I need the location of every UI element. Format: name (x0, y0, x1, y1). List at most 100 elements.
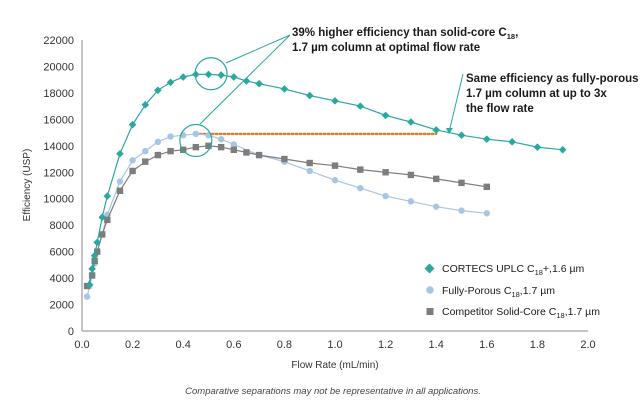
data-point-competitor (142, 158, 149, 165)
data-point-competitor (167, 147, 174, 155)
y-tick-label: 14000 (43, 141, 74, 153)
data-point-competitor (99, 231, 106, 238)
y-tick-label: 4000 (50, 273, 74, 285)
annotation-2-line-2: 1.7 µm column at up to 3x (466, 88, 607, 100)
x-axis-title: Flow Rate (mL/min) (291, 360, 378, 371)
data-point-competitor (91, 257, 98, 265)
y-tick-labels: 0 2000 4000 6000 8000 10000 12000 14000 16000 180… (43, 35, 74, 338)
data-point-fully-porous (192, 130, 200, 138)
y-tick-label: 18000 (43, 88, 74, 100)
series-competitor (83, 142, 490, 290)
data-point-competitor (281, 155, 288, 163)
data-point-fully-porous (230, 141, 237, 148)
y-tick-label: 6000 (50, 247, 74, 259)
callout-arrow-head (446, 128, 453, 134)
data-point-fully-porous (407, 198, 415, 205)
x-tick-label: 1.2 (378, 339, 393, 351)
data-point-competitor (217, 143, 225, 151)
x-tick-label: 1.4 (429, 339, 444, 351)
annotation-callouts (199, 34, 464, 134)
highlight-circle (179, 123, 213, 158)
y-tick-label: 16000 (43, 114, 74, 126)
data-point-competitor (230, 146, 237, 153)
data-point-cortecs (331, 97, 339, 105)
series-group (83, 70, 567, 300)
data-point-fully-porous (458, 207, 465, 214)
y-tick-label: 0 (68, 326, 74, 338)
series-line-competitor (86, 145, 487, 287)
data-point-fully-porous (129, 157, 136, 164)
data-point-competitor (331, 162, 339, 169)
data-point-competitor (306, 159, 313, 167)
data-point-fully-porous (83, 293, 91, 300)
x-tick-labels: 0.0 0.2 0.4 0.6 0.8 1.0 1.2 1.4 1.6 1.8 2.0 (74, 339, 595, 351)
data-point-competitor (433, 175, 440, 183)
data-point-fully-porous (357, 184, 364, 192)
data-point-cortecs (98, 213, 107, 222)
data-point-competitor (205, 142, 212, 150)
y-tick-label: 10000 (43, 194, 74, 206)
data-point-cortecs (242, 77, 251, 85)
y-tick-label: 12000 (43, 167, 74, 179)
legend-label-fully-porous: Fully-Porous C18,1.7 µm (442, 285, 555, 299)
callout-line-1a (225, 34, 291, 64)
data-point-fully-porous (142, 147, 149, 155)
data-point-competitor (83, 282, 91, 290)
data-point-competitor (483, 183, 490, 191)
data-point-cortecs (179, 73, 187, 81)
footnote: Comparative separations may not be repre… (185, 386, 481, 397)
callout-line-2 (449, 73, 464, 129)
data-point-cortecs (533, 143, 542, 151)
data-point-cortecs (483, 135, 491, 144)
data-point-fully-porous (306, 167, 313, 175)
data-point-cortecs (116, 149, 124, 158)
y-tick-label: 2000 (50, 300, 74, 312)
data-point-cortecs (230, 73, 238, 81)
x-tick-label: 0.6 (226, 339, 241, 351)
data-point-fully-porous (433, 203, 440, 210)
legend-entry-fully-porous: Fully-Porous C18,1.7 µm (426, 285, 555, 299)
data-point-cortecs (217, 71, 225, 79)
data-point-cortecs (128, 120, 137, 129)
data-point-cortecs (88, 265, 96, 273)
data-point-competitor (407, 171, 415, 179)
data-point-competitor (116, 187, 124, 194)
data-point-cortecs (457, 131, 466, 140)
annotation-1-line-2: 1.7 µm column at optimal flow rate (292, 42, 480, 54)
data-point-competitor (154, 151, 162, 159)
data-point-fully-porous (154, 138, 162, 146)
x-tick-label: 2.0 (580, 339, 595, 351)
data-point-competitor (458, 179, 465, 187)
y-tick-label: 20000 (43, 61, 74, 73)
data-point-fully-porous (167, 133, 174, 140)
data-point-cortecs (305, 91, 314, 100)
data-point-competitor (104, 216, 111, 224)
data-point-cortecs (356, 102, 365, 110)
data-point-cortecs (204, 70, 213, 79)
legend-marker-fully-porous (426, 286, 434, 294)
data-point-competitor (357, 166, 364, 173)
x-tick-label: 1.6 (479, 339, 494, 351)
data-point-competitor (93, 248, 101, 255)
annotation-2-line-1: Same efficiency as fully-porous (466, 73, 639, 85)
x-tick-label: 0.0 (74, 339, 89, 351)
data-point-cortecs (154, 86, 162, 95)
data-point-fully-porous (116, 178, 124, 185)
data-point-cortecs (90, 251, 99, 260)
legend-marker-cortecs (424, 263, 435, 274)
data-point-competitor (129, 167, 136, 175)
annotation-2-line-3: the flow rate (466, 103, 534, 115)
data-point-competitor (243, 149, 250, 156)
data-point-cortecs (558, 145, 567, 154)
data-point-cortecs (141, 101, 150, 109)
data-point-cortecs (85, 280, 94, 289)
series-line-cortecs (89, 73, 563, 285)
annotation-efficiency: 39% higher efficiency than solid-core C1… (292, 27, 518, 54)
legend-label-competitor: Competitor Solid-Core C18,1.7 µm (442, 306, 600, 320)
x-tick-label: 1.8 (530, 339, 545, 351)
data-point-competitor (192, 143, 200, 151)
axes (81, 40, 588, 332)
y-tick-label: 8000 (50, 220, 74, 232)
callout-line-1b (199, 34, 291, 125)
data-point-cortecs (381, 111, 390, 120)
